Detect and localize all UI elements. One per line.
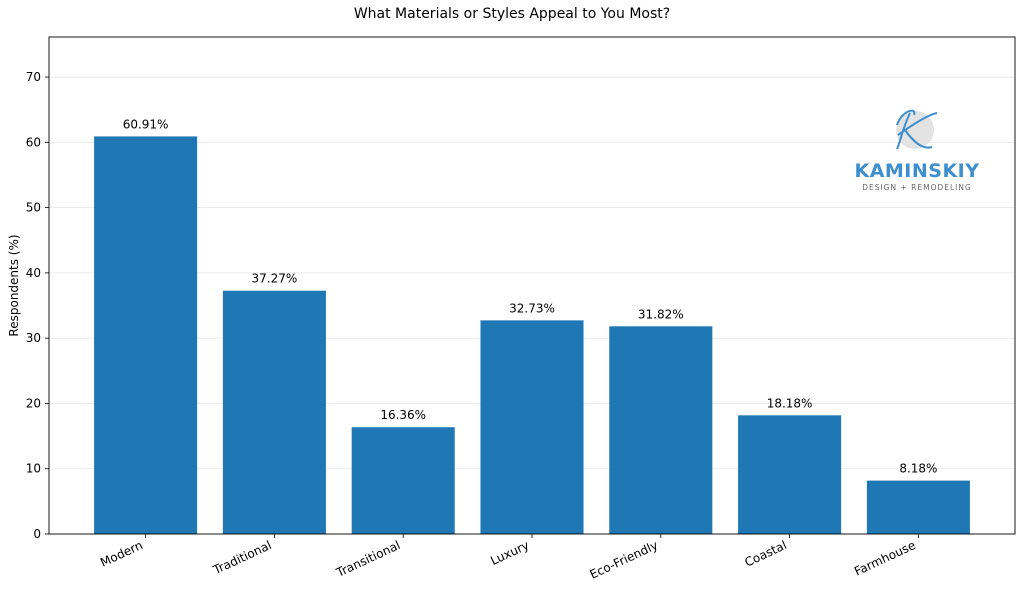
y-tick-label: 50 [26, 201, 41, 215]
x-tick-label: Luxury [488, 538, 531, 568]
logo-tagline: DESIGN + REMODELING [862, 183, 972, 192]
x-tick-label: Coastal [742, 538, 788, 570]
y-tick-label: 70 [26, 70, 41, 84]
data-label: 31.82% [638, 307, 684, 321]
data-label: 18.18% [767, 396, 813, 410]
y-tick-label: 10 [26, 462, 41, 476]
bar-farmhouse [866, 480, 970, 534]
y-tick-label: 30 [26, 331, 41, 345]
kaminskiy-logo: KAMINSKIY DESIGN + REMODELING [852, 105, 982, 195]
x-tick-label: Farmhouse [852, 538, 918, 578]
bar-transitional [351, 427, 455, 534]
x-tick-label: Modern [98, 538, 145, 570]
chart-title: What Materials or Styles Appeal to You M… [353, 6, 671, 22]
bar-traditional [222, 290, 326, 534]
k-monogram-icon [896, 109, 938, 150]
y-tick-label: 20 [26, 396, 41, 410]
x-tick-label: Traditional [210, 538, 273, 578]
data-label: 32.73% [509, 301, 555, 315]
bar-eco-friendly [609, 326, 713, 534]
bar-coastal [738, 415, 842, 534]
x-tick-label: Eco-Friendly [588, 538, 660, 582]
plot-frame [48, 36, 1016, 535]
data-label: 16.36% [380, 408, 426, 422]
x-tick-label: Transitional [333, 538, 402, 580]
data-label: 60.91% [123, 117, 169, 131]
bar-luxury [480, 320, 584, 534]
y-tick-label: 60 [26, 135, 41, 149]
y-axis-label: Respondents (%) [7, 234, 21, 336]
data-label: 37.27% [252, 272, 298, 286]
data-label: 8.18% [899, 462, 937, 476]
logo-brand: KAMINSKIY [854, 160, 980, 182]
y-tick-label: 40 [26, 266, 41, 280]
y-tick-label: 0 [33, 527, 41, 541]
bar-modern [94, 136, 198, 534]
